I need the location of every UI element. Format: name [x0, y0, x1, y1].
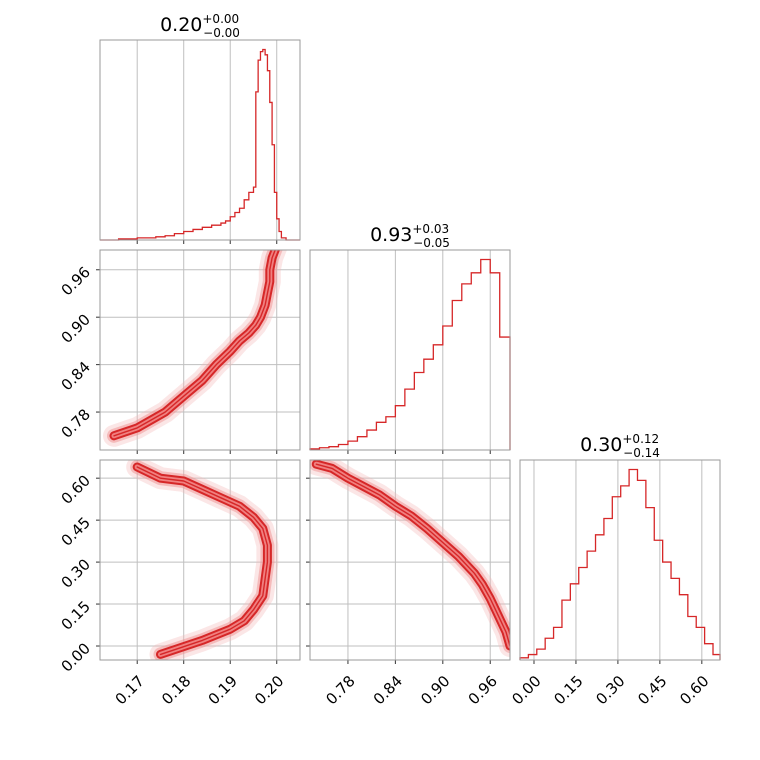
xticklabel-p0-1: 0.18 — [158, 672, 194, 708]
yticklabel-p1-2: 0.90 — [58, 310, 94, 346]
xticklabel-p0-0: 0.17 — [112, 672, 148, 708]
density-2-1 — [310, 460, 510, 657]
grid-scatter-2-1 — [306, 460, 510, 664]
sample-halo — [103, 250, 287, 447]
histogram-step-0 — [100, 48, 300, 241]
xticklabel-p1-1: 0.84 — [370, 672, 406, 708]
frame-hist-2 — [519, 459, 721, 661]
frame-hist-0 — [99, 39, 301, 241]
xticklabel-p0-2: 0.19 — [205, 672, 241, 708]
grid-hist-0 — [136, 40, 278, 244]
histogram-1 — [309, 258, 511, 450]
hist-panel-0: 0.20+0.00 −0.00 — [99, 12, 301, 244]
xticklabel-p2-2: 0.30 — [592, 672, 628, 708]
xticklabel-p2-1: 0.15 — [550, 672, 586, 708]
contour-outer — [311, 460, 510, 651]
xticklabel-p2-4: 0.60 — [676, 672, 712, 708]
yticklabel-p2-0: 0.00 — [58, 639, 94, 675]
yticklabel-p1-0: 0.78 — [58, 405, 94, 441]
yticklabel-p2-1: 0.15 — [58, 597, 94, 633]
yticklabel-p2-3: 0.45 — [58, 513, 94, 549]
scatter-panel-2-1 — [306, 459, 511, 664]
yticklabel-p2-4: 0.60 — [58, 471, 94, 507]
grid-hist-2 — [533, 460, 703, 664]
contour-inner — [136, 466, 269, 656]
xticklabel-p2-0: 0.00 — [508, 672, 544, 708]
density-1-0 — [103, 250, 287, 447]
contour-inner — [315, 463, 510, 647]
xticklabel-p1-3: 0.96 — [465, 672, 501, 708]
title-param-1: 0.93+0.03 −0.05 — [370, 222, 450, 250]
xticklabel-p0-3: 0.20 — [251, 672, 287, 708]
contour-inner — [113, 250, 276, 437]
yticklabel-p1-1: 0.84 — [58, 358, 94, 394]
frame-hist-1 — [309, 249, 511, 451]
histogram-2 — [519, 468, 721, 660]
scatter-panel-1-0 — [96, 249, 301, 454]
density-outer — [310, 460, 510, 653]
xticklabel-p1-2: 0.90 — [417, 672, 453, 708]
histogram-step-2 — [519, 468, 721, 660]
density-2-0 — [126, 460, 279, 660]
frame-scatter-2-0 — [99, 459, 301, 661]
title-param-2: 0.30+0.12 −0.14 — [580, 432, 660, 460]
xticklabel-p2-3: 0.45 — [634, 672, 670, 708]
hist-panel-1: 0.93+0.03 −0.05 — [309, 222, 511, 454]
histogram-step-1 — [309, 258, 511, 450]
density-outer — [130, 460, 275, 660]
frame-scatter-1-0 — [99, 249, 301, 451]
density-fill — [313, 461, 510, 649]
sample-halo — [310, 460, 510, 657]
grid-hist-1 — [347, 250, 491, 454]
xticklabel-p1-0: 0.78 — [322, 672, 358, 708]
yticklabel-p2-2: 0.30 — [58, 555, 94, 591]
hist-panel-2: 0.30+0.12 −0.14 — [519, 432, 721, 664]
scatter-panel-2-0 — [96, 459, 301, 664]
title-param-0: 0.20+0.00 −0.00 — [160, 12, 240, 40]
frame-scatter-2-1 — [309, 459, 511, 661]
histogram-0 — [100, 48, 300, 241]
yticklabel-p1-3: 0.96 — [58, 263, 94, 299]
